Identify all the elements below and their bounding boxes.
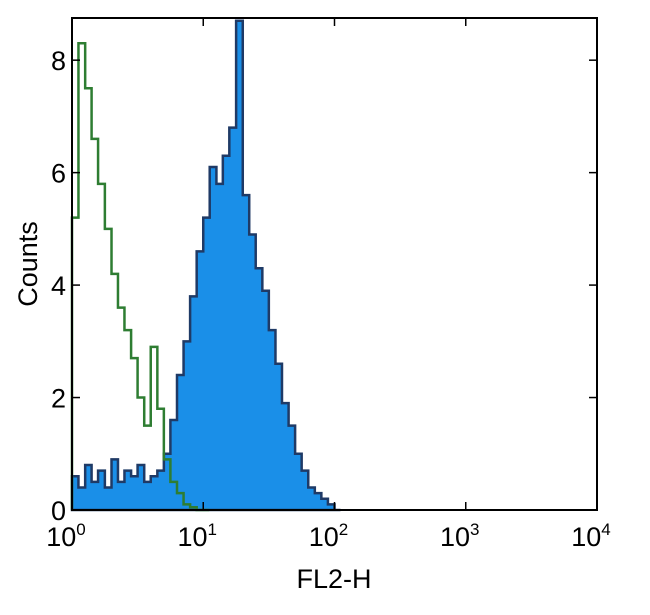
y-tick-label: 6 [51,159,66,189]
series-0-area [70,19,341,512]
x-tick-label: 104 [571,520,611,552]
x-tick-label: 100 [46,520,86,552]
y-tick-label: 4 [51,271,66,301]
series-layer [70,19,341,512]
ticks-layer: 100 101 102 103 104 0 2 4 6 8 [46,18,611,552]
y-axis-label: Counts [13,221,43,307]
x-tick-label: 102 [309,520,349,552]
series-1 [70,42,210,512]
plot-frame [71,17,598,511]
series-0 [70,19,341,512]
x-tick-label: 101 [177,520,217,552]
y-tick-label: 8 [51,46,66,76]
series-1-line [70,42,210,512]
y-tick-label: 2 [51,384,66,414]
x-axis-label: FL2-H [296,564,371,594]
x-tick-label: 103 [440,520,480,552]
y-tick-label: 0 [51,496,66,526]
